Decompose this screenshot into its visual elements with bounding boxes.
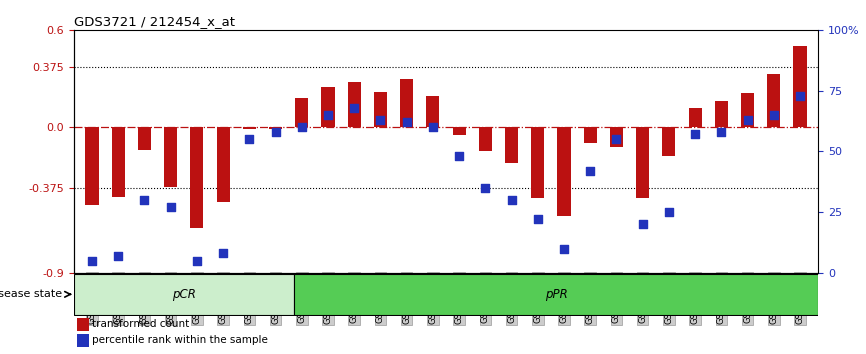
Point (714, 129, 728, 135)
Bar (77, 334, 88, 347)
Text: GSM559055: GSM559055 (638, 273, 647, 324)
Point (740, 117, 754, 123)
Point (478, 185, 492, 191)
Text: GSM559046: GSM559046 (402, 273, 411, 324)
Point (85, 258, 99, 263)
Point (767, 112, 781, 118)
Text: GSM559050: GSM559050 (507, 273, 516, 324)
Point (793, 93, 807, 98)
Text: GSM559061: GSM559061 (796, 273, 805, 324)
Point (268, 129, 282, 135)
Text: GSM559044: GSM559044 (350, 273, 359, 324)
Text: GSM559062: GSM559062 (87, 273, 96, 324)
Point (294, 124, 308, 130)
Point (452, 154, 466, 159)
Text: GSM559065: GSM559065 (166, 273, 175, 324)
Point (505, 197, 519, 203)
Point (400, 120, 414, 125)
Bar (294, 274, 818, 315)
Bar (610, 127, 623, 147)
Point (662, 209, 675, 215)
Text: GSM559048: GSM559048 (455, 273, 463, 324)
Text: GSM559051: GSM559051 (533, 273, 542, 324)
Bar (74, 274, 294, 315)
Text: GSM559060: GSM559060 (769, 273, 779, 324)
Text: GSM559064: GSM559064 (140, 273, 149, 324)
Bar (86, 127, 99, 205)
Point (190, 258, 204, 263)
Text: GSM559053: GSM559053 (585, 273, 595, 324)
Point (610, 137, 624, 142)
Text: GSM559057: GSM559057 (690, 273, 700, 324)
Bar (558, 127, 571, 216)
Bar (112, 127, 125, 197)
Point (321, 112, 335, 118)
Bar (216, 127, 229, 202)
Text: percentile rank within the sample: percentile rank within the sample (92, 336, 268, 346)
Text: pCR: pCR (171, 288, 196, 301)
Bar (374, 92, 387, 127)
Text: GSM559058: GSM559058 (717, 273, 726, 324)
Bar (191, 127, 204, 228)
Text: GSM559067: GSM559067 (218, 273, 228, 324)
Bar (400, 79, 413, 127)
Point (111, 253, 125, 259)
Bar (637, 127, 650, 198)
Bar (662, 127, 675, 156)
Bar (505, 127, 518, 163)
Text: transformed count: transformed count (92, 319, 190, 329)
Bar (426, 96, 439, 127)
Text: GSM559043: GSM559043 (324, 273, 333, 324)
Point (636, 222, 650, 227)
Bar (453, 127, 466, 135)
Text: GSM559056: GSM559056 (664, 273, 674, 324)
Point (584, 168, 598, 174)
Text: GSM559063: GSM559063 (113, 273, 123, 324)
Bar (584, 127, 597, 143)
Point (138, 197, 152, 203)
Bar (77, 318, 88, 331)
Bar (793, 46, 806, 127)
Point (216, 251, 230, 256)
Bar (531, 127, 545, 198)
Point (242, 137, 256, 142)
Bar (688, 108, 701, 127)
Text: GSM559045: GSM559045 (376, 273, 385, 324)
Text: disease state: disease state (0, 289, 66, 299)
Text: GSM559066: GSM559066 (192, 273, 202, 324)
Text: GSM559042: GSM559042 (297, 273, 307, 324)
Text: GDS3721 / 212454_x_at: GDS3721 / 212454_x_at (74, 15, 235, 28)
Point (373, 117, 387, 123)
Point (557, 246, 571, 251)
Text: GSM559069: GSM559069 (271, 273, 280, 324)
Bar (321, 87, 334, 127)
Bar (138, 127, 151, 150)
Bar (767, 74, 780, 127)
Bar (347, 82, 361, 127)
Bar (295, 98, 308, 127)
Bar (269, 127, 282, 129)
Text: GSM559052: GSM559052 (559, 273, 568, 324)
Text: GSM559068: GSM559068 (245, 273, 254, 324)
Text: pPR: pPR (545, 288, 567, 301)
Bar (242, 127, 255, 129)
Point (531, 217, 545, 222)
Point (688, 132, 702, 137)
Text: GSM559054: GSM559054 (612, 273, 621, 324)
Text: GSM559049: GSM559049 (481, 273, 490, 324)
Bar (479, 127, 492, 152)
Point (347, 105, 361, 110)
Point (426, 124, 440, 130)
Bar (164, 127, 178, 187)
Point (164, 205, 178, 210)
Bar (714, 101, 728, 127)
Text: GSM559059: GSM559059 (743, 273, 752, 324)
Text: GSM559047: GSM559047 (429, 273, 437, 324)
Bar (741, 93, 754, 127)
